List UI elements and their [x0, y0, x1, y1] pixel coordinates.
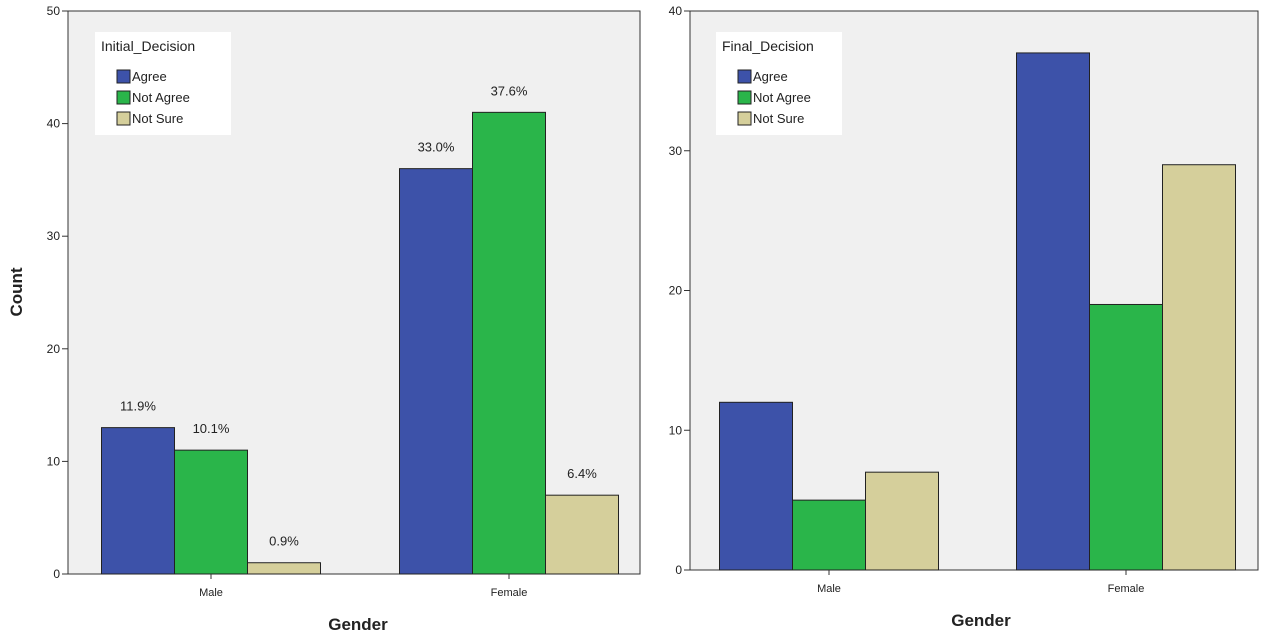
legend: Final_Decision Agree Not Agree Not Sure	[716, 32, 842, 135]
legend-label-not-sure: Not Sure	[753, 111, 804, 126]
data-label: 11.9%	[120, 399, 156, 414]
legend-swatch-not-sure	[737, 111, 752, 126]
legend-swatch-agree	[116, 69, 131, 84]
legend-label-agree: Agree	[132, 69, 167, 84]
bar-male-agree	[101, 427, 175, 575]
bar-female-agree	[1016, 52, 1090, 571]
legend-swatch-not-agree	[737, 90, 752, 105]
y-tick-label: 30	[47, 229, 61, 243]
bar-female-not-sure	[545, 494, 619, 575]
y-tick-label: 40	[669, 4, 683, 18]
chart-final-decision: 0 10 20 30 40 Male Female Gender Final_Decision A…	[669, 4, 1259, 630]
legend-swatch-not-agree	[116, 90, 131, 105]
bar-male-not-agree	[792, 499, 866, 571]
bar-female-not-sure	[1162, 164, 1236, 571]
y-tick-label: 0	[53, 567, 60, 581]
legend-swatch-agree	[737, 69, 752, 84]
legend-label-not-agree: Not Agree	[132, 90, 190, 105]
legend-label-not-sure: Not Sure	[132, 111, 183, 126]
legend-box	[716, 32, 842, 135]
bar-female-agree	[399, 168, 473, 575]
y-tick-label: 20	[47, 342, 61, 356]
y-tick-label: 50	[47, 4, 61, 18]
y-tick-label: 0	[675, 563, 682, 577]
bar-male-not-sure	[247, 562, 321, 575]
data-label: 6.4%	[567, 466, 597, 481]
bar-female-not-agree	[472, 111, 546, 575]
y-tick-label: 20	[669, 284, 683, 298]
data-label: 33.0%	[418, 140, 455, 155]
y-axis-title: Count	[7, 267, 26, 316]
x-axis-title: Gender	[328, 615, 388, 634]
bar-male-not-agree	[174, 449, 248, 575]
x-tick-label: Female	[491, 587, 528, 599]
legend-swatch-not-sure	[116, 111, 131, 126]
legend-label-not-agree: Not Agree	[753, 90, 811, 105]
y-tick-label: 10	[669, 423, 683, 437]
legend: Initial_Decision Agree Not Agree Not Sure	[95, 32, 231, 135]
x-tick-label: Male	[199, 587, 223, 599]
legend-title: Initial_Decision	[101, 38, 195, 54]
x-axis-title: Gender	[951, 611, 1011, 630]
legend-label-agree: Agree	[753, 69, 788, 84]
y-tick-label: 10	[47, 454, 61, 468]
legend-title: Final_Decision	[722, 38, 814, 54]
data-label: 37.6%	[491, 83, 528, 98]
bar-male-agree	[719, 401, 793, 571]
x-tick-label: Female	[1108, 583, 1145, 595]
x-tick-label: Male	[817, 583, 841, 595]
chart-initial-decision: 0 10 20 30 40 50 11.9% 10.1% 0.9% Male 33.0% 37.6% 6…	[7, 4, 641, 634]
bar-male-not-sure	[865, 471, 939, 571]
y-tick-label: 40	[47, 117, 61, 131]
y-tick-label: 30	[669, 144, 683, 158]
data-label: 0.9%	[269, 534, 299, 549]
bar-female-not-agree	[1089, 303, 1163, 571]
data-label: 10.1%	[193, 421, 230, 436]
